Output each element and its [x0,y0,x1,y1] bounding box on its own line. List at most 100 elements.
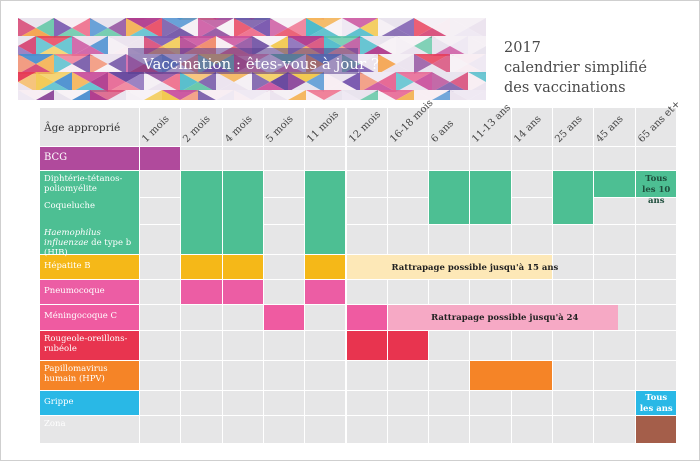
banner-tile [90,36,108,56]
banner-tile [234,28,270,38]
banner-tile [468,72,486,92]
row-label-zona [40,416,140,444]
banner-tile [198,28,234,38]
grid-cell [222,391,264,416]
banner-title-band [128,48,358,74]
banner-tile [234,90,270,100]
banner-tile [144,72,162,92]
banner-tile [378,54,396,74]
label-fill [40,391,139,415]
banner-tile [360,54,378,74]
banner-tile [378,64,414,74]
banner-tile [18,36,36,56]
banner-tile [180,72,216,82]
schedule-fill [635,416,676,443]
banner-tile [342,90,378,100]
banner-tile [306,18,342,28]
banner-tile [414,18,450,28]
banner-tile [18,54,36,74]
grid-cell [263,416,306,444]
grid-cell [429,280,471,305]
banner-tile [468,82,486,92]
schedule-fill [305,280,346,304]
header-cell [594,108,636,147]
grid-cell [635,305,677,331]
grid-cell [305,361,347,391]
banner-tile [126,18,162,28]
banner-tile [108,54,126,74]
schedule-fill [181,255,222,279]
banner-tile [90,54,126,64]
banner-tile [36,46,72,56]
grid-cell [263,361,306,391]
banner-tile [342,18,360,38]
grid-cell [305,305,347,331]
grid-cell [263,280,306,305]
grid-cell [387,225,430,255]
vaccine-label-hepb: Hépatite B [44,261,91,271]
banner-tile [306,90,342,100]
grid-cell [387,391,430,416]
grippe-yearly-line-2: les ans [639,404,673,414]
banner-tile [378,28,414,38]
banner-tile [144,72,180,82]
header-cell [305,108,347,147]
grid-cell [263,198,306,225]
schedule-fill [222,255,263,279]
grid-cell [305,391,347,416]
grid-cell [511,225,553,255]
banner-tile [270,28,306,38]
banner-tile [18,64,54,74]
header-cell [263,108,306,147]
banner-tile [216,72,234,92]
grid-cell [387,198,430,225]
grid-cell [553,361,595,391]
grid-cell [140,225,182,255]
banner-tile [108,36,126,56]
grid-cell [387,361,430,391]
banner-tile [54,54,90,64]
banner-tile [180,82,216,92]
banner-tile [18,18,54,28]
banner-tile [468,36,486,56]
banner-tile [126,90,162,100]
grid-cell [346,198,388,225]
banner-tile [18,18,36,38]
grid-cell [222,361,264,391]
grid-cell [346,391,388,416]
banner-tile [468,46,486,56]
side-title: 2017 calendrier simplifié des vaccinatio… [504,38,647,98]
banner-tile [162,28,198,38]
banner-tile [216,90,234,100]
banner-tile [36,36,54,56]
grid-cell [594,331,636,361]
schedule-fill [429,171,470,224]
grid-cell [470,331,512,361]
banner-tile [432,90,450,100]
banner-tile [108,72,126,92]
vaccine-label-coq: Coqueluche [44,201,96,211]
grid-cell [511,391,553,416]
schedule-fill [346,255,552,279]
banner-tile [180,36,216,46]
schedule-fill [181,171,222,254]
header-cell [635,108,677,147]
banner-tile [72,36,90,56]
banner-tile [396,18,414,38]
banner-tile [252,36,288,46]
banner-tile [36,72,54,92]
grid-cell [140,198,182,225]
grid-cell [635,361,677,391]
banner-tile [72,54,90,74]
label-fill [40,280,139,304]
banner-tile [252,82,288,92]
label-fill [40,147,139,170]
grid-cell [635,280,677,305]
banner-tile [450,18,486,28]
grid-cell [553,147,595,171]
grid-cell [511,280,553,305]
banner-tile [360,72,396,82]
grid-cell [140,361,182,391]
banner: Vaccination : êtes-vous à jour ? [18,18,486,100]
banner-tile [396,36,432,46]
